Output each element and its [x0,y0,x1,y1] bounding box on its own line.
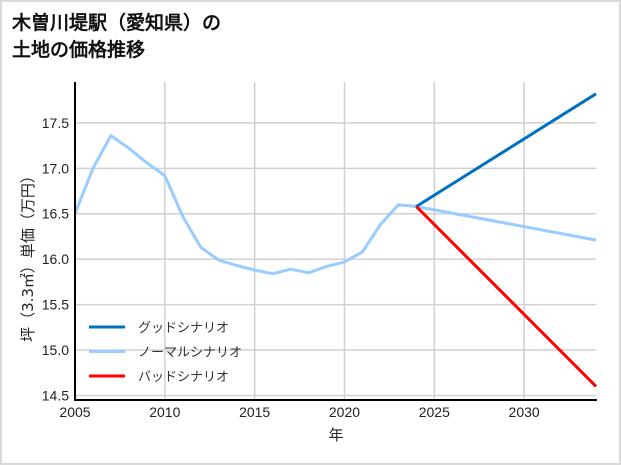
chart-title: 木曽川堤駅（愛知県）の 土地の価格推移 [12,10,221,64]
x-tick-label: 2015 [239,404,270,420]
y-tick-label: 14.5 [42,387,69,403]
grid-lines [74,82,596,400]
legend-label: バッドシナリオ [138,370,229,385]
y-tick-labels: 14.5 15.0 15.5 16.0 16.5 17.0 17.5 [42,115,69,404]
series-line [73,134,597,276]
y-axis-label: 坪（3.3㎡）単価（万円） [19,168,37,342]
x-tick-labels: 2005 2010 2015 2020 2025 2030 [59,404,539,420]
legend-label: グッドシナリオ [138,321,229,336]
y-tick-label: 17.0 [42,160,69,176]
title-line-2: 土地の価格推移 [12,39,146,61]
x-tick-label: 2010 [149,404,180,420]
x-tick-label: 2005 [59,404,90,420]
x-tick-label: 2020 [329,404,360,420]
title-line-1: 木曽川堤駅（愛知県）の [12,12,222,34]
x-tick-label: 2030 [509,404,540,420]
series-line [415,92,597,208]
y-tick-label: 15.5 [42,297,69,313]
y-tick-label: 16.5 [42,206,69,222]
y-tick-label: 15.0 [42,342,69,358]
legend-label: ノーマルシナリオ [138,346,242,361]
x-axis-label: 年 [328,426,343,444]
series-line [415,205,598,388]
x-tick-label: 2025 [419,404,450,420]
y-tick-label: 16.0 [42,251,69,267]
y-tick-label: 17.5 [42,115,69,131]
series-lines [73,92,598,388]
